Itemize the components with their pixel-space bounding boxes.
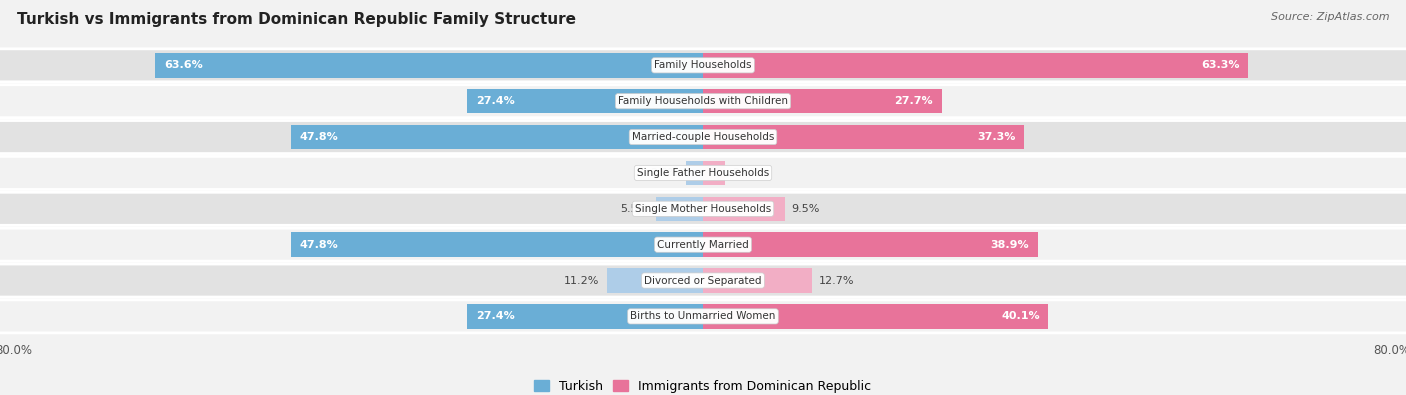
Text: Currently Married: Currently Married (657, 240, 749, 250)
Text: 2.0%: 2.0% (651, 168, 679, 178)
FancyBboxPatch shape (0, 49, 1406, 82)
Bar (703, 125, 1024, 149)
Text: 47.8%: 47.8% (299, 132, 339, 142)
FancyBboxPatch shape (0, 300, 1406, 333)
Bar (703, 268, 813, 293)
Bar (606, 268, 703, 293)
Text: 37.3%: 37.3% (977, 132, 1015, 142)
Bar (155, 53, 703, 77)
Text: Source: ZipAtlas.com: Source: ZipAtlas.com (1271, 12, 1389, 22)
FancyBboxPatch shape (0, 228, 1406, 261)
Bar (703, 304, 1049, 329)
Legend: Turkish, Immigrants from Dominican Republic: Turkish, Immigrants from Dominican Repub… (530, 375, 876, 395)
FancyBboxPatch shape (0, 120, 1406, 154)
Text: 47.8%: 47.8% (299, 240, 339, 250)
Text: 27.7%: 27.7% (894, 96, 934, 106)
FancyBboxPatch shape (0, 156, 1406, 190)
Bar (467, 89, 703, 113)
Bar (291, 125, 703, 149)
Text: Single Mother Households: Single Mother Households (636, 204, 770, 214)
Text: 5.5%: 5.5% (620, 204, 648, 214)
Text: Births to Unmarried Women: Births to Unmarried Women (630, 311, 776, 322)
Bar (703, 197, 785, 221)
Text: 38.9%: 38.9% (991, 240, 1029, 250)
Text: 12.7%: 12.7% (820, 276, 855, 286)
Text: Family Households with Children: Family Households with Children (619, 96, 787, 106)
FancyBboxPatch shape (0, 192, 1406, 225)
FancyBboxPatch shape (0, 85, 1406, 118)
Text: Married-couple Households: Married-couple Households (631, 132, 775, 142)
Text: Single Father Households: Single Father Households (637, 168, 769, 178)
Bar (703, 53, 1249, 77)
Text: 11.2%: 11.2% (564, 276, 599, 286)
Text: 63.6%: 63.6% (165, 60, 202, 70)
FancyBboxPatch shape (0, 264, 1406, 297)
Text: 27.4%: 27.4% (475, 96, 515, 106)
Bar (703, 161, 725, 185)
Bar (703, 89, 942, 113)
Text: 40.1%: 40.1% (1001, 311, 1039, 322)
Text: 63.3%: 63.3% (1201, 60, 1240, 70)
Text: 9.5%: 9.5% (792, 204, 820, 214)
Bar (686, 161, 703, 185)
Bar (655, 197, 703, 221)
Text: 27.4%: 27.4% (475, 311, 515, 322)
Bar (291, 233, 703, 257)
Bar (467, 304, 703, 329)
Text: Turkish vs Immigrants from Dominican Republic Family Structure: Turkish vs Immigrants from Dominican Rep… (17, 12, 576, 27)
Text: Family Households: Family Households (654, 60, 752, 70)
Bar (703, 233, 1038, 257)
Text: 2.6%: 2.6% (733, 168, 761, 178)
Text: Divorced or Separated: Divorced or Separated (644, 276, 762, 286)
